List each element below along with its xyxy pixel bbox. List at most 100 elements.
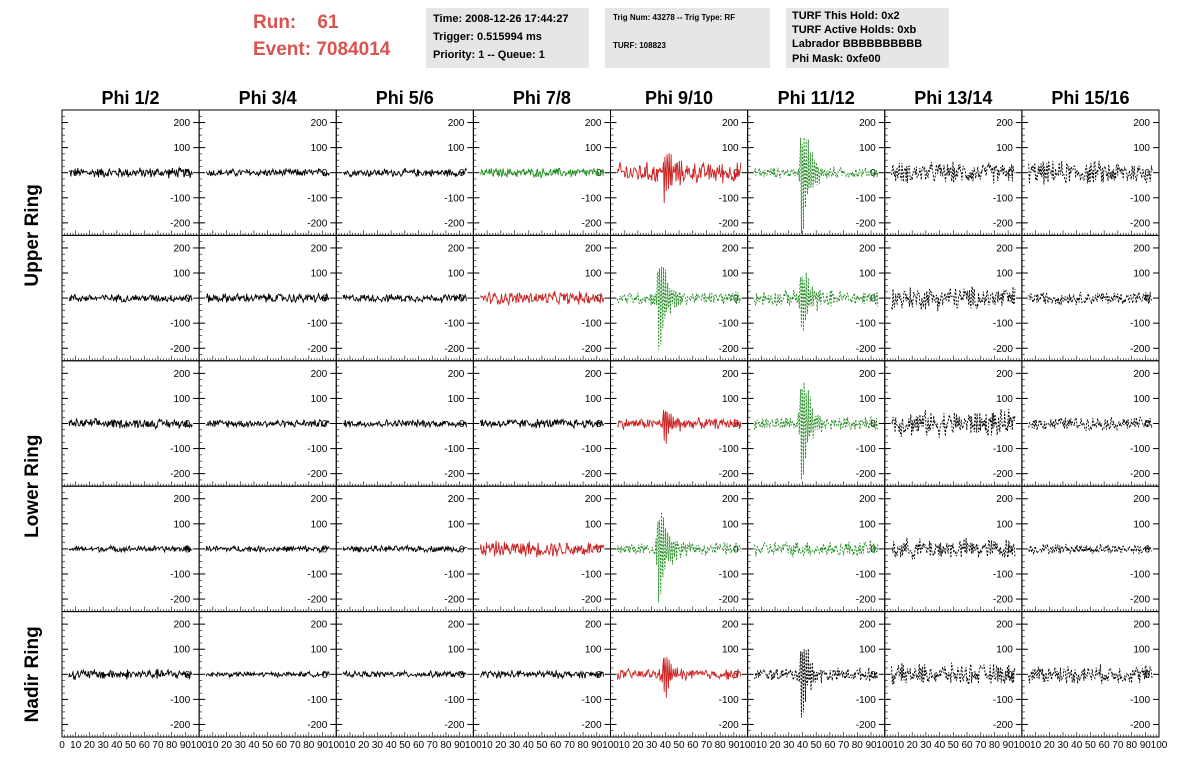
y-tick-label: -200 xyxy=(856,469,876,480)
y-tick-label: 200 xyxy=(311,118,328,129)
row-label: Lower Ring xyxy=(22,434,43,537)
y-tick-label: 100 xyxy=(311,269,328,280)
x-tick-label: 10 xyxy=(207,740,219,751)
y-tick-label: 100 xyxy=(585,394,602,405)
y-tick-label: 200 xyxy=(448,243,465,254)
x-tick-label: 30 xyxy=(372,740,384,751)
y-tick-label: -100 xyxy=(993,444,1013,455)
x-tick-label: 50 xyxy=(125,740,137,751)
x-tick-label: 40 xyxy=(248,740,260,751)
y-tick-label: 200 xyxy=(448,494,465,505)
y-tick-label: -100 xyxy=(1130,444,1150,455)
y-tick-label: 100 xyxy=(1133,394,1150,405)
y-tick-label: 200 xyxy=(996,243,1013,254)
y-tick-label: 200 xyxy=(585,243,602,254)
x-tick-label: 100 xyxy=(465,740,482,751)
turf-this-hold-text: TURF This Hold: 0x2 xyxy=(792,10,900,22)
y-tick-label: -200 xyxy=(170,218,190,229)
y-tick-label: 200 xyxy=(722,620,739,631)
waveform-trace xyxy=(68,544,193,554)
waveform-trace xyxy=(616,153,742,204)
waveform-trace xyxy=(205,670,330,679)
x-tick-label: 50 xyxy=(262,740,274,751)
y-tick-label: -100 xyxy=(307,444,327,455)
y-tick-label: -200 xyxy=(719,469,739,480)
x-tick-label: 100 xyxy=(739,740,756,751)
y-tick-label: 200 xyxy=(1133,118,1150,129)
y-tick-label: 0 xyxy=(1144,419,1150,430)
x-tick-label: 30 xyxy=(98,740,110,751)
y-tick-label: 0 xyxy=(1007,670,1013,681)
y-tick-label: -100 xyxy=(856,569,876,580)
y-tick-label: 200 xyxy=(1133,494,1150,505)
waveform-trace xyxy=(616,511,742,603)
y-tick-label: 100 xyxy=(859,519,876,530)
x-tick-label: 80 xyxy=(852,740,864,751)
x-tick-label: 80 xyxy=(1126,740,1138,751)
waveform-trace xyxy=(479,418,605,430)
y-tick-label: -200 xyxy=(170,469,190,480)
x-tick-label: 100 xyxy=(876,740,893,751)
y-tick-label: 0 xyxy=(1007,294,1013,305)
y-tick-label: 100 xyxy=(722,269,739,280)
y-tick-label: 100 xyxy=(173,143,190,154)
waveform-trace xyxy=(1028,160,1153,185)
y-tick-label: -100 xyxy=(1130,193,1150,204)
y-tick-label: -200 xyxy=(170,720,190,731)
y-tick-label: 100 xyxy=(722,645,739,656)
y-tick-label: 200 xyxy=(859,494,876,505)
x-tick-label: 10 xyxy=(482,740,494,751)
y-tick-label: -200 xyxy=(444,595,464,606)
y-tick-label: -100 xyxy=(581,695,601,706)
y-tick-label: 100 xyxy=(448,519,465,530)
x-tick-label: 60 xyxy=(1099,740,1111,751)
x-tick-label: 90 xyxy=(728,740,740,751)
y-tick-label: 200 xyxy=(859,369,876,380)
y-tick-label: 200 xyxy=(311,369,328,380)
y-tick-label: -100 xyxy=(581,193,601,204)
y-tick-label: 100 xyxy=(585,143,602,154)
x-tick-label: 70 xyxy=(1112,740,1124,751)
y-tick-label: -200 xyxy=(1130,720,1150,731)
y-tick-label: 200 xyxy=(585,494,602,505)
waveform-trace xyxy=(68,293,193,304)
x-tick-label: 20 xyxy=(495,740,507,751)
x-tick-label: 50 xyxy=(674,740,686,751)
x-tick-label: 20 xyxy=(221,740,233,751)
x-tick-label: 40 xyxy=(934,740,946,751)
y-tick-label: 0 xyxy=(596,419,602,430)
y-tick-label: 100 xyxy=(585,645,602,656)
y-tick-label: -200 xyxy=(993,469,1013,480)
y-tick-label: -200 xyxy=(993,720,1013,731)
y-tick-label: -200 xyxy=(170,344,190,355)
x-tick-label: 100 xyxy=(1151,740,1168,751)
x-tick-label: 90 xyxy=(180,740,192,751)
y-tick-label: 200 xyxy=(448,118,465,129)
waveform-trace xyxy=(205,167,330,178)
y-tick-label: 100 xyxy=(448,394,465,405)
x-tick-label: 40 xyxy=(660,740,672,751)
waveform-trace xyxy=(891,409,1016,438)
time-text: Time: 2008-12-26 17:44:27 xyxy=(433,13,569,25)
y-tick-label: 200 xyxy=(173,369,190,380)
waveform-trace xyxy=(342,293,467,304)
x-tick-label: 20 xyxy=(907,740,919,751)
y-tick-label: 200 xyxy=(996,369,1013,380)
y-tick-label: -100 xyxy=(719,695,739,706)
y-tick-label: -100 xyxy=(444,193,464,204)
x-tick-label: 40 xyxy=(111,740,123,751)
x-tick-label: 50 xyxy=(1085,740,1097,751)
y-tick-label: -200 xyxy=(307,720,327,731)
y-tick-label: -100 xyxy=(170,695,190,706)
y-tick-label: -100 xyxy=(444,444,464,455)
waveform-trace xyxy=(68,668,193,680)
x-tick-label: 10 xyxy=(70,740,82,751)
y-tick-label: 100 xyxy=(1133,645,1150,656)
x-tick-label: 60 xyxy=(276,740,288,751)
y-tick-label: 100 xyxy=(311,519,328,530)
x-tick-label: 60 xyxy=(139,740,151,751)
x-tick-label: 80 xyxy=(303,740,315,751)
x-tick-label: 90 xyxy=(317,740,329,751)
column-header: Phi 9/10 xyxy=(645,88,713,108)
y-tick-label: -200 xyxy=(856,595,876,606)
